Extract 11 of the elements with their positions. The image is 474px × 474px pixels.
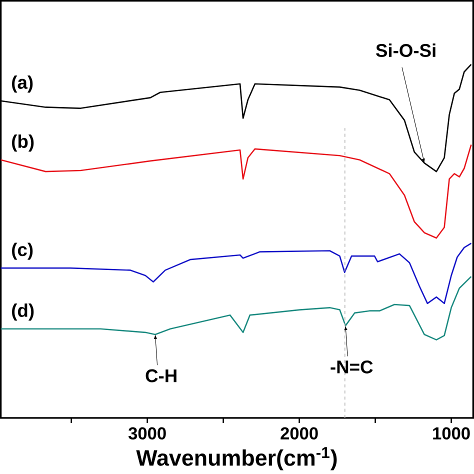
x-tick-label: 3000 xyxy=(128,427,166,440)
series-label: (b) xyxy=(12,134,34,152)
annotation: C-H xyxy=(146,369,176,382)
series-label: (d) xyxy=(12,304,34,321)
x-axis-title: Wavenumber(cm$^{-1}$) xyxy=(136,447,337,470)
series-label: (c) xyxy=(12,242,33,260)
x-tick-label: 1000 xyxy=(433,427,470,440)
annotation: -N=C xyxy=(330,360,373,374)
x-tick-label: 2000 xyxy=(280,427,318,440)
annotation: Si-O-Si xyxy=(376,44,436,58)
series-label: (a) xyxy=(12,76,33,93)
